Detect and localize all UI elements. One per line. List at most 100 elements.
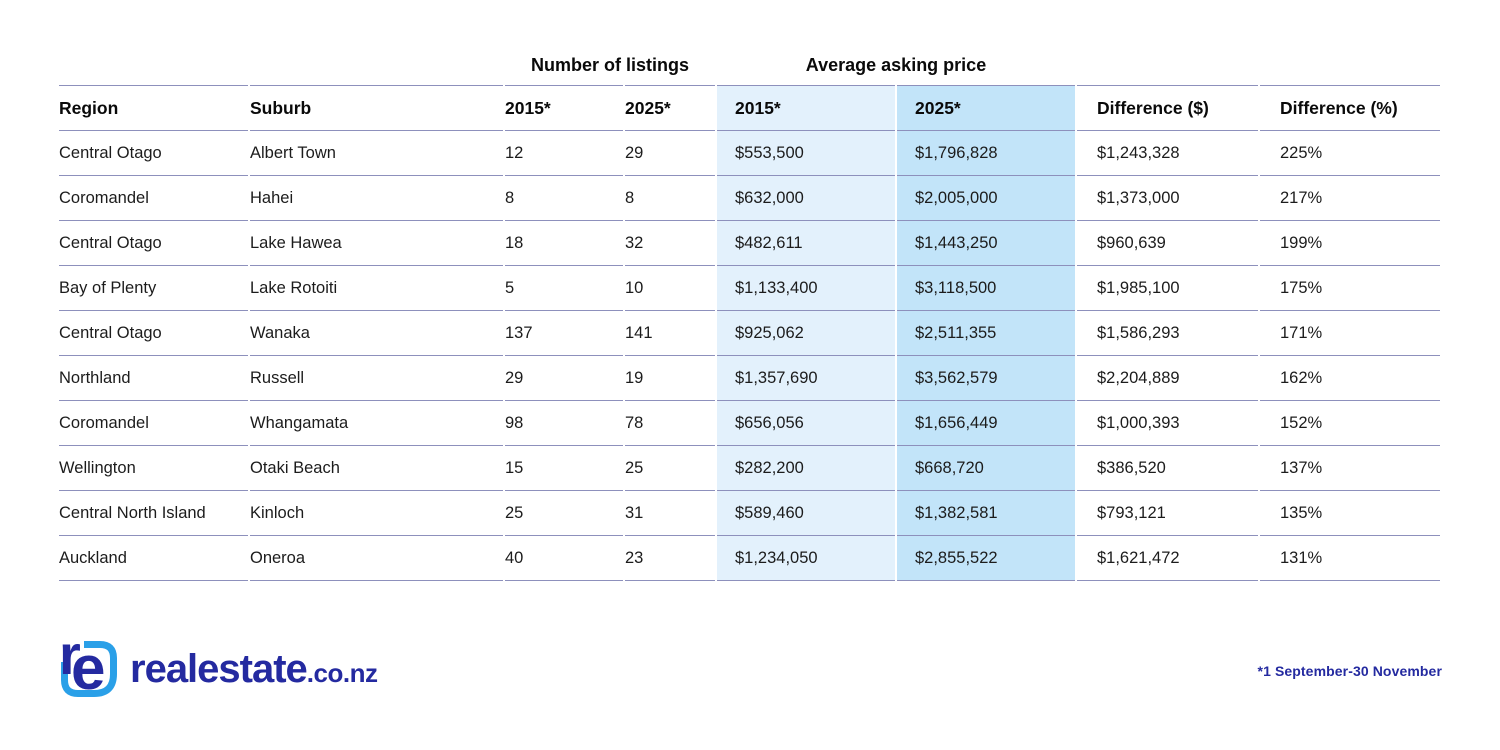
column-header-price-2025: 2025* bbox=[897, 85, 1075, 131]
table-row: Coromandel Hahei 8 8 $632,000 $2,005,000 $1,37… bbox=[59, 176, 1440, 221]
cell: Central North Island bbox=[59, 491, 248, 536]
cell: 23 bbox=[625, 536, 715, 581]
cell: Albert Town bbox=[250, 131, 503, 176]
column-header-region: Region bbox=[59, 85, 248, 131]
cell: Whangamata bbox=[250, 401, 503, 446]
cell: 8 bbox=[625, 176, 715, 221]
cell: 78 bbox=[625, 401, 715, 446]
cell: $1,382,581 bbox=[897, 491, 1075, 536]
realestate-logo: r e realestate .co.nz bbox=[57, 637, 378, 701]
cell: 162% bbox=[1260, 356, 1440, 401]
column-header-price-2015: 2015* bbox=[717, 85, 895, 131]
table-row: Wellington Otaki Beach 15 25 $282,200 $668,72… bbox=[59, 446, 1440, 491]
cell: 152% bbox=[1260, 401, 1440, 446]
cell: $3,562,579 bbox=[897, 356, 1075, 401]
cell: $1,234,050 bbox=[717, 536, 895, 581]
svg-text:r: r bbox=[59, 637, 81, 686]
cell: 15 bbox=[505, 446, 623, 491]
cell: $1,000,393 bbox=[1077, 401, 1258, 446]
wordmark-suffix: .co.nz bbox=[306, 657, 378, 688]
table-row: Coromandel Whangamata 98 78 $656,056 $1,656,4… bbox=[59, 401, 1440, 446]
cell: Otaki Beach bbox=[250, 446, 503, 491]
cell: 131% bbox=[1260, 536, 1440, 581]
cell: 171% bbox=[1260, 311, 1440, 356]
cell: 8 bbox=[505, 176, 623, 221]
cell: 98 bbox=[505, 401, 623, 446]
cell: 25 bbox=[625, 446, 715, 491]
cell: $1,985,100 bbox=[1077, 266, 1258, 311]
cell: 137 bbox=[505, 311, 623, 356]
cell: 25 bbox=[505, 491, 623, 536]
cell: Wellington bbox=[59, 446, 248, 491]
cell: $2,855,522 bbox=[897, 536, 1075, 581]
group-header-spacer bbox=[59, 45, 503, 85]
table-row: Central Otago Albert Town 12 29 $553,500 $1,7… bbox=[59, 131, 1440, 176]
cell: $2,511,355 bbox=[897, 311, 1075, 356]
cell: 29 bbox=[625, 131, 715, 176]
cell: Central Otago bbox=[59, 131, 248, 176]
cell: 225% bbox=[1260, 131, 1440, 176]
cell: $793,121 bbox=[1077, 491, 1258, 536]
cell: Northland bbox=[59, 356, 248, 401]
cell: 40 bbox=[505, 536, 623, 581]
table-row: Bay of Plenty Lake Rotoiti 5 10 $1,133,400 $3… bbox=[59, 266, 1440, 311]
cell: $668,720 bbox=[897, 446, 1075, 491]
column-header-suburb: Suburb bbox=[250, 85, 503, 131]
cell: 199% bbox=[1260, 221, 1440, 266]
cell: $2,005,000 bbox=[897, 176, 1075, 221]
cell: $2,204,889 bbox=[1077, 356, 1258, 401]
cell: 217% bbox=[1260, 176, 1440, 221]
cell: 29 bbox=[505, 356, 623, 401]
cell: 18 bbox=[505, 221, 623, 266]
wordmark-main: realestate bbox=[130, 646, 308, 691]
cell: 32 bbox=[625, 221, 715, 266]
cell: Wanaka bbox=[250, 311, 503, 356]
cell: Coromandel bbox=[59, 401, 248, 446]
cell: Bay of Plenty bbox=[59, 266, 248, 311]
group-header-number-of-listings: Number of listings bbox=[530, 54, 689, 75]
cell: $3,118,500 bbox=[897, 266, 1075, 311]
cell: $1,443,250 bbox=[897, 221, 1075, 266]
table-row: Auckland Oneroa 40 23 $1,234,050 $2,855,522 $1… bbox=[59, 536, 1440, 581]
cell: 175% bbox=[1260, 266, 1440, 311]
realestate-wordmark: realestate .co.nz bbox=[130, 646, 378, 692]
group-header-spacer bbox=[1077, 45, 1440, 85]
table-row: Northland Russell 29 19 $1,357,690 $3,562,579… bbox=[59, 356, 1440, 401]
column-header-listings-2025: 2025* bbox=[625, 85, 715, 131]
cell: Russell bbox=[250, 356, 503, 401]
listings-table-wrap: Number of listings Average asking price … bbox=[57, 45, 1442, 581]
cell: $553,500 bbox=[717, 131, 895, 176]
cell: $632,000 bbox=[717, 176, 895, 221]
cell: $589,460 bbox=[717, 491, 895, 536]
table-header-row: Region Suburb 2015* 2025* 2015* 2025* Di… bbox=[59, 85, 1440, 131]
group-header-average-asking-price: Average asking price bbox=[805, 54, 987, 75]
table-body: Central Otago Albert Town 12 29 $553,500 $1,7… bbox=[59, 131, 1440, 581]
table-row: Central Otago Lake Hawea 18 32 $482,611 $1,44… bbox=[59, 221, 1440, 266]
column-header-difference-dollars: Difference ($) bbox=[1077, 85, 1258, 131]
cell: $656,056 bbox=[717, 401, 895, 446]
cell: 10 bbox=[625, 266, 715, 311]
cell: $1,656,449 bbox=[897, 401, 1075, 446]
cell: $1,373,000 bbox=[1077, 176, 1258, 221]
date-range-footnote: *1 September-30 November bbox=[1257, 663, 1442, 679]
cell: Oneroa bbox=[250, 536, 503, 581]
cell: 137% bbox=[1260, 446, 1440, 491]
cell: Central Otago bbox=[59, 221, 248, 266]
cell: $1,586,293 bbox=[1077, 311, 1258, 356]
cell: 141 bbox=[625, 311, 715, 356]
cell: Lake Rotoiti bbox=[250, 266, 503, 311]
table-row: Central Otago Wanaka 137 141 $925,062 $2,511,… bbox=[59, 311, 1440, 356]
svg-text:e: e bbox=[71, 637, 105, 701]
cell: $1,796,828 bbox=[897, 131, 1075, 176]
cell: $282,200 bbox=[717, 446, 895, 491]
group-header-row: Number of listings Average asking price bbox=[59, 45, 1440, 85]
cell: 12 bbox=[505, 131, 623, 176]
cell: $482,611 bbox=[717, 221, 895, 266]
cell: $1,243,328 bbox=[1077, 131, 1258, 176]
cell: Hahei bbox=[250, 176, 503, 221]
column-header-difference-percent: Difference (%) bbox=[1260, 85, 1440, 131]
cell: Coromandel bbox=[59, 176, 248, 221]
cell: 135% bbox=[1260, 491, 1440, 536]
cell: Lake Hawea bbox=[250, 221, 503, 266]
cell: 5 bbox=[505, 266, 623, 311]
